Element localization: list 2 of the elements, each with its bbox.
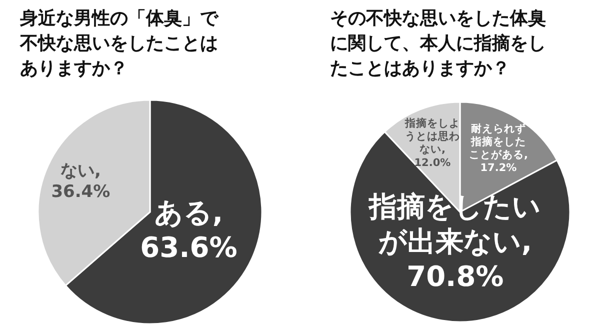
chart-title: その不快な思いをした体臭に関して、本人に指摘をしたことはありますか？ — [330, 8, 546, 79]
chart-title: 身近な男性の「体臭」で不快な思いをしたことはありますか？ — [19, 8, 219, 79]
